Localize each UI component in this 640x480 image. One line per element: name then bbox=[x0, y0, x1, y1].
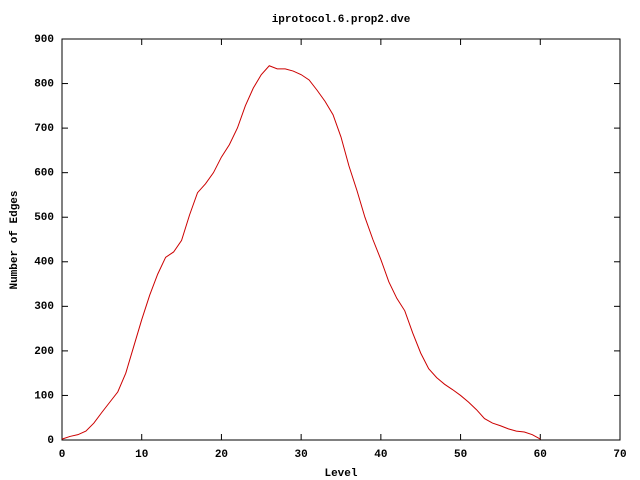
data-line bbox=[61, 65, 541, 440]
y-tick-label: 100 bbox=[34, 390, 54, 402]
x-tick-label: 60 bbox=[534, 449, 547, 461]
x-tick-label: 10 bbox=[135, 449, 148, 461]
x-tick-label: 50 bbox=[454, 449, 467, 461]
x-axis-label: Level bbox=[324, 468, 357, 480]
x-tick-label: 20 bbox=[215, 449, 228, 461]
y-tick-label: 800 bbox=[34, 78, 54, 90]
y-tick-label: 600 bbox=[34, 168, 54, 180]
y-tick-label: 400 bbox=[34, 257, 54, 269]
x-tick-label: 70 bbox=[613, 449, 626, 461]
x-tick-label: 30 bbox=[295, 449, 308, 461]
x-tick-label: 40 bbox=[374, 449, 387, 461]
x-tick-label: 0 bbox=[59, 449, 66, 461]
y-tick-label: 900 bbox=[34, 34, 54, 46]
y-tick-label: 700 bbox=[34, 123, 54, 135]
y-axis-label: Number of Edges bbox=[9, 190, 21, 289]
plot-frame bbox=[61, 38, 621, 441]
chart-title: iprotocol.6.prop2.dve bbox=[272, 14, 411, 26]
y-tick-label: 300 bbox=[34, 301, 54, 313]
y-tick-label: 200 bbox=[34, 346, 54, 358]
y-tick-label: 500 bbox=[34, 212, 54, 224]
y-tick-label: 0 bbox=[47, 435, 54, 447]
